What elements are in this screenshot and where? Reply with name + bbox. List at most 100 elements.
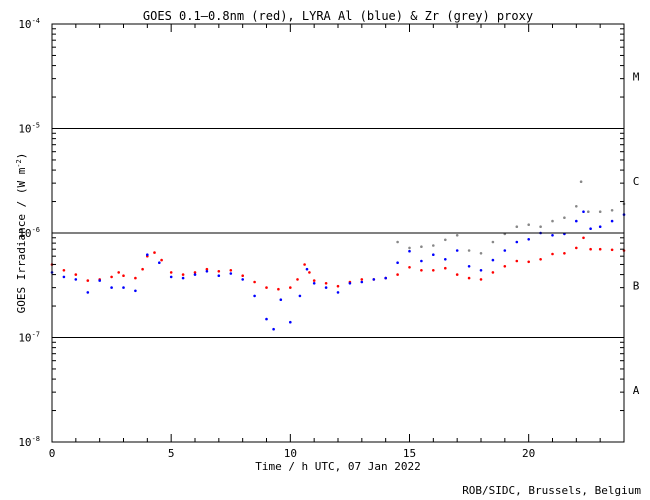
data-point-lyra_zr (527, 223, 530, 226)
flare-class-label-m: M (633, 70, 640, 83)
data-point-lyra_al (598, 225, 602, 228)
data-point-lyra_al (122, 286, 125, 289)
data-point-lyra_zr (563, 216, 566, 219)
data-series-layer (50, 180, 626, 331)
data-point-goes (62, 269, 66, 272)
data-point-goes (205, 267, 209, 271)
y-axis-label-main: GOES Irradiance / (W m (15, 167, 28, 313)
data-point-lyra_al (158, 261, 161, 265)
data-point-lyra_al (110, 286, 113, 289)
data-point-lyra_al (432, 253, 435, 256)
data-point-goes (153, 251, 156, 254)
data-point-lyra_al (420, 259, 423, 263)
data-point-goes (110, 275, 113, 279)
data-point-goes (122, 274, 125, 278)
y-tick-base: 10 (18, 436, 31, 449)
data-point-goes (277, 287, 280, 291)
data-point-goes (336, 284, 340, 288)
data-point-lyra_zr (479, 252, 483, 255)
x-axis-label: Time / h UTC, 07 Jan 2022 (255, 460, 421, 473)
data-point-lyra_al (610, 219, 614, 223)
data-point-goes (86, 279, 90, 282)
x-tick-label: 5 (168, 447, 175, 460)
y-tick-base: 10 (18, 18, 31, 31)
data-point-goes (598, 247, 602, 251)
data-point-goes (589, 247, 592, 251)
data-point-goes (160, 258, 163, 262)
y-tick-label: 10-6 (18, 226, 40, 240)
y-axis-label: GOES Irradiance / (W m-2) (15, 153, 28, 314)
data-point-lyra_al (408, 249, 411, 253)
data-point-goes (467, 276, 471, 280)
data-point-goes (296, 278, 299, 281)
data-point-goes (289, 286, 292, 289)
data-point-lyra_al (134, 289, 137, 293)
data-point-lyra_al (455, 249, 459, 252)
data-point-goes (479, 278, 483, 281)
data-point-goes (491, 271, 495, 274)
data-point-lyra_zr (551, 219, 554, 223)
credit-text: ROB/SIDC, Brussels, Belgium (462, 484, 641, 497)
data-point-lyra_al (74, 278, 78, 281)
data-point-goes (575, 246, 578, 250)
class-threshold-lines (52, 128, 624, 338)
data-point-lyra_al (589, 227, 592, 230)
data-point-goes (241, 274, 244, 278)
data-point-lyra_al (336, 291, 340, 294)
data-point-lyra_zr (396, 240, 399, 244)
data-point-lyra_al (348, 282, 352, 285)
data-point-lyra_zr (598, 210, 602, 213)
y-tick-base: 10 (18, 332, 31, 345)
data-point-goes (455, 273, 459, 276)
data-point-goes (229, 269, 233, 272)
y-tick-exponent: -8 (32, 435, 40, 443)
data-point-lyra_al (253, 294, 256, 298)
data-point-goes (539, 258, 542, 261)
data-point-lyra_al (384, 276, 388, 280)
data-point-goes (134, 276, 137, 280)
data-point-goes (396, 273, 399, 276)
data-point-goes (169, 271, 173, 274)
data-point-lyra_al (289, 320, 292, 324)
y-tick-exponent: -4 (32, 17, 40, 25)
data-point-lyra_al (551, 234, 554, 237)
data-point-lyra_al (305, 267, 309, 271)
y-tick-label: 10-4 (18, 17, 40, 31)
y-tick-exponent: -7 (32, 331, 40, 339)
data-point-lyra_al (169, 275, 173, 279)
data-point-goes (360, 278, 364, 281)
data-point-goes (551, 252, 554, 256)
y-tick-label: 10-7 (18, 331, 40, 345)
data-point-goes (420, 269, 423, 272)
data-point-lyra_zr (408, 246, 411, 250)
data-point-lyra_zr (515, 225, 519, 228)
data-point-goes (117, 271, 120, 274)
series-goes (50, 236, 626, 291)
data-point-goes (253, 280, 256, 284)
data-point-goes (515, 259, 519, 263)
series-lyra_al (50, 210, 626, 331)
x-tick-label: 10 (284, 447, 297, 460)
y-tick-base: 10 (18, 123, 31, 136)
data-point-goes (181, 273, 185, 276)
data-point-lyra_al (279, 298, 283, 302)
data-point-goes (582, 236, 585, 240)
data-point-goes (527, 260, 530, 264)
data-point-lyra_zr (420, 245, 423, 248)
y-tick-exponent: -5 (32, 122, 40, 130)
data-point-lyra_al (241, 278, 244, 281)
data-point-lyra_al (467, 265, 471, 268)
data-point-lyra_al (217, 274, 221, 278)
data-point-lyra_al (360, 280, 364, 284)
data-point-lyra_al (324, 286, 328, 289)
data-point-lyra_al (98, 279, 101, 282)
data-point-goes (308, 271, 311, 274)
data-point-goes (74, 273, 78, 276)
data-point-goes (408, 266, 411, 269)
data-point-lyra_al (272, 327, 275, 331)
data-point-goes (610, 248, 614, 252)
x-tick-label: 15 (403, 447, 416, 460)
data-point-lyra_al (527, 238, 530, 241)
